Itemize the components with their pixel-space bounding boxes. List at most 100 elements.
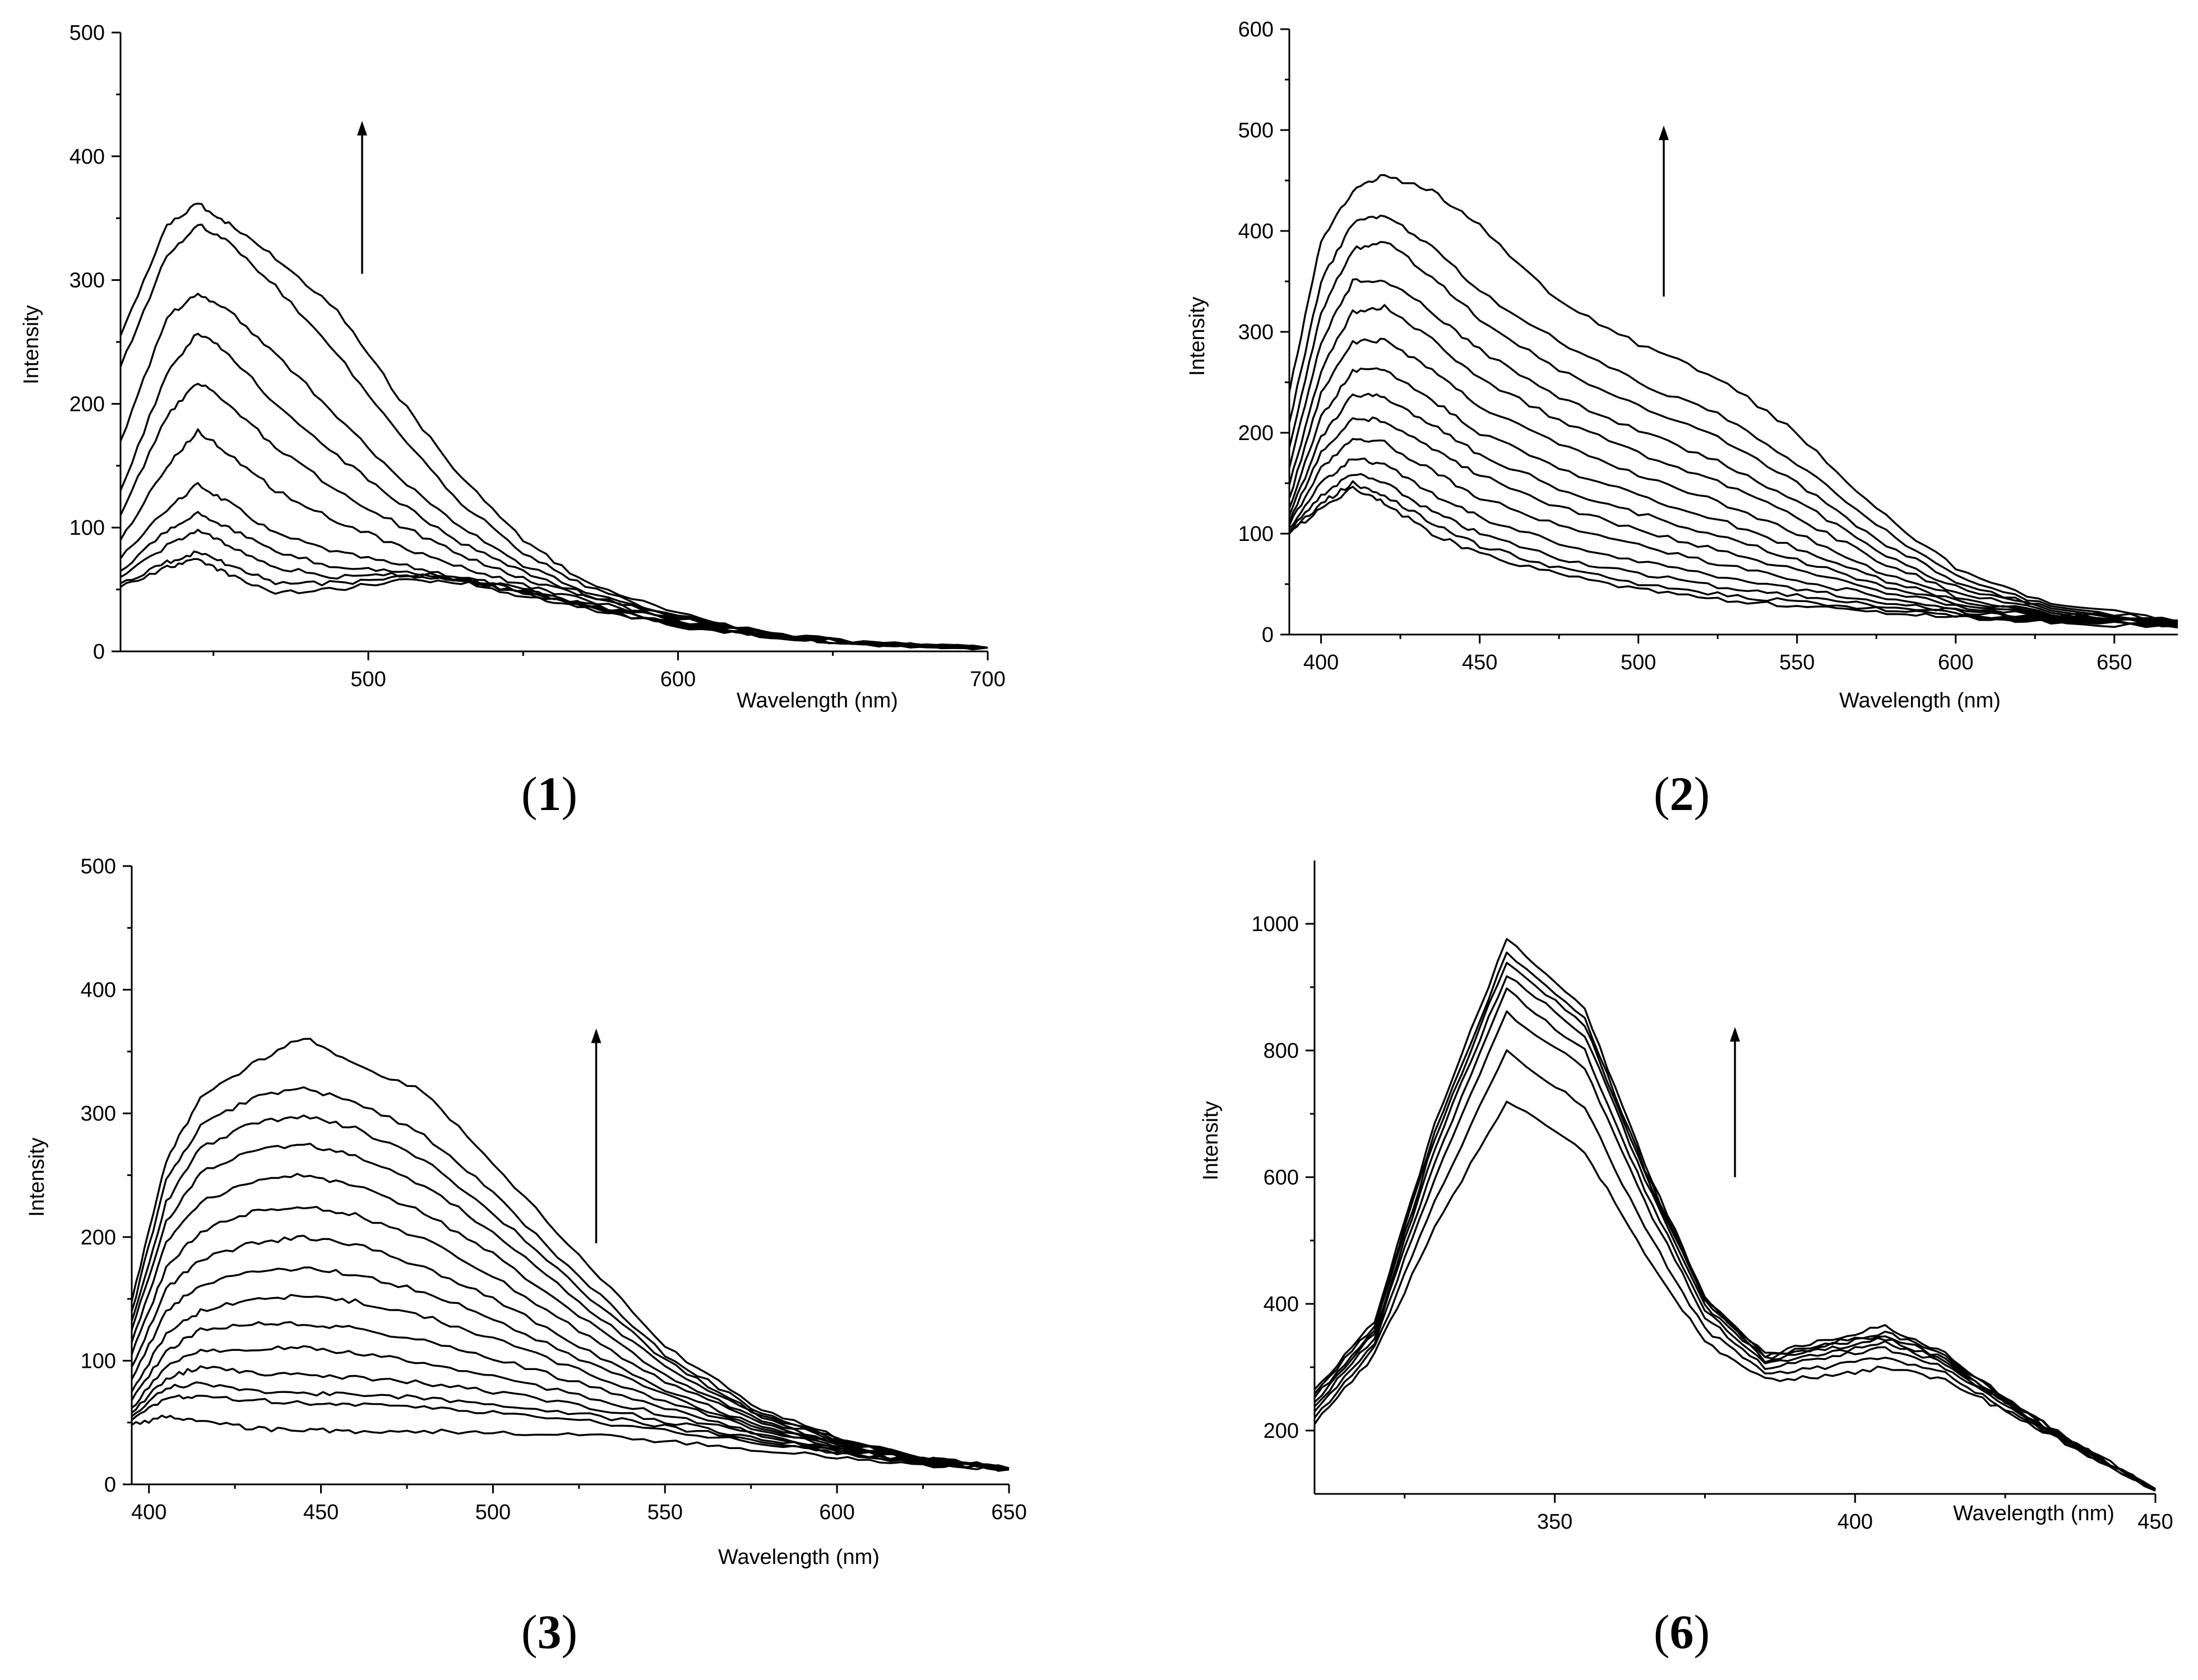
panel-3-y-tick-label: 200 — [81, 1226, 116, 1249]
panel-6-caption-open-paren: ( — [1654, 1605, 1670, 1659]
panel-2-ticks: 0 100 200 300 400 500 600 400 450 500 550 600 650 — [1238, 18, 2132, 674]
panel-6-arrow-head — [1730, 1027, 1740, 1042]
panel-3-x-tick-label: 400 — [131, 1501, 166, 1524]
panel-2-caption: (2) — [1654, 767, 1710, 821]
panel-3-curve-13 — [131, 1114, 1010, 1469]
panel-1-caption-number: 1 — [538, 767, 562, 821]
panel-2-y-axis-label: Intensity — [1186, 297, 1209, 376]
panel-2-curve-12 — [1288, 240, 2178, 623]
panel-6-y-tick-label: 1000 — [1251, 913, 1299, 936]
panel-6-curve-7 — [1313, 951, 2156, 1490]
panel-1-curve-8 — [119, 332, 988, 649]
panel-2-x-tick-label: 450 — [1462, 651, 1497, 674]
panel-6-curve-1 — [1313, 1100, 2156, 1492]
panel-2-x-tick-label: 650 — [2097, 651, 2132, 674]
panel-2-chart: 0 100 200 300 400 500 600 400 450 500 550 600 650 Wa… — [1186, 18, 2178, 821]
panel-1-curve-7 — [119, 382, 988, 651]
panel-3-curve-3 — [131, 1381, 1010, 1471]
panel-2-curve-10 — [1288, 304, 2178, 624]
panel-3-curve-2 — [131, 1394, 1010, 1471]
panel-3-y-axis-label: Intensity — [25, 1137, 49, 1217]
panel-1-chart: 0 100 200 300 400 500 500 600 700 Wavelength (nm… — [20, 21, 1006, 821]
panel-2-curve-3 — [1288, 473, 2178, 628]
panel-1-y-tick-label: 400 — [70, 145, 105, 169]
panel-2-curve-13 — [1288, 214, 2178, 623]
panel-6-y-tick-label: 400 — [1264, 1293, 1299, 1316]
panel-3-caption-number: 3 — [538, 1605, 562, 1659]
panel-1-x-tick-label: 700 — [970, 668, 1005, 691]
panel-6-curve-5 — [1313, 975, 2156, 1491]
panel-2-caption-number: 2 — [1670, 767, 1694, 821]
panel-3-increase-arrow — [591, 1028, 601, 1243]
panel-1-y-tick-label: 200 — [70, 392, 105, 416]
panel-1-y-tick-label: 0 — [93, 640, 105, 664]
panel-2-y-tick-label: 0 — [1262, 623, 1274, 647]
panel-6-ticks: 200 400 600 800 1000 350 400 450 — [1251, 913, 2173, 1534]
panel-1-curve-4 — [120, 511, 988, 649]
panel-1-y-tick-label: 100 — [70, 516, 105, 540]
panel-1-curve-1 — [120, 558, 988, 649]
panel-6-x-tick-label: 400 — [1838, 1510, 1873, 1534]
panel-6-y-tick-label: 200 — [1264, 1419, 1299, 1443]
panel-2-curve-4 — [1288, 457, 2178, 627]
panel-3-curve-15 — [131, 1038, 1010, 1469]
panel-2-curve-9 — [1288, 337, 2178, 624]
panel-2-y-tick-label: 100 — [1238, 522, 1274, 546]
panel-2-y-tick-label: 600 — [1238, 18, 1274, 41]
panel-1-curve-3 — [120, 529, 988, 649]
panel-2-y-tick-label: 200 — [1238, 422, 1274, 445]
panel-2-y-tick-label: 400 — [1238, 220, 1274, 243]
panel-1-caption: (1) — [521, 767, 577, 821]
panel-3-curve-8 — [131, 1266, 1010, 1469]
panel-1-ticks: 0 100 200 300 400 500 500 600 700 — [70, 21, 1006, 691]
panel-2-curve-11 — [1288, 278, 2178, 624]
panel-6-y-axis-label: Intensity — [1199, 1101, 1223, 1181]
panel-3-x-tick-label: 450 — [303, 1501, 339, 1524]
panel-3-curve-6 — [131, 1321, 1010, 1469]
panel-1-caption-close-paren: ) — [562, 767, 578, 821]
panel-2-x-tick-label: 550 — [1779, 651, 1815, 674]
panel-3-x-tick-label: 500 — [475, 1501, 511, 1524]
panel-6-curve-3 — [1313, 1010, 2156, 1491]
panel-2-curve-6 — [1288, 416, 2178, 626]
panel-2-caption-close-paren: ) — [1694, 767, 1710, 821]
panel-3-arrow-head — [591, 1028, 601, 1043]
panel-2-curve-7 — [1288, 392, 2178, 626]
panel-2-curve-8 — [1288, 367, 2178, 624]
panel-2-x-tick-label: 500 — [1621, 651, 1656, 674]
panel-1-curve-11 — [119, 202, 988, 650]
panel-3-y-tick-label: 100 — [81, 1349, 116, 1373]
panel-3-curve-1 — [131, 1414, 1010, 1472]
panel-1-caption-open-paren: ( — [521, 767, 538, 821]
panel-6-series — [1313, 938, 2156, 1492]
panel-1-curve-5 — [119, 482, 988, 650]
panel-2-x-tick-label: 400 — [1303, 651, 1339, 674]
panel-2-y-tick-label: 500 — [1238, 119, 1274, 142]
panel-6-curve-2 — [1313, 1049, 2156, 1492]
panel-3-caption-open-paren: ( — [521, 1605, 538, 1659]
panel-6-x-axis-label: Wavelength (nm) — [1953, 1502, 2114, 1525]
panel-6-y-tick-label: 800 — [1264, 1039, 1299, 1063]
panel-6-x-tick-label: 450 — [2137, 1510, 2173, 1534]
panel-2-arrow-head — [1658, 126, 1669, 140]
panel-2-curve-5 — [1288, 438, 2178, 628]
panel-1-series — [119, 202, 988, 651]
panel-6-caption-number: 6 — [1670, 1605, 1694, 1659]
panel-6-increase-arrow — [1730, 1027, 1740, 1177]
panel-1-curve-9 — [119, 293, 988, 650]
panel-3-y-tick-label: 400 — [81, 979, 116, 1002]
panel-3-x-axis-label: Wavelength (nm) — [718, 1545, 880, 1569]
panel-1-arrow-head — [357, 121, 367, 136]
panel-3-y-tick-label: 0 — [104, 1473, 116, 1497]
panel-6-x-tick-label: 350 — [1537, 1510, 1572, 1534]
panel-1-curve-10 — [119, 223, 988, 649]
panel-2-increase-arrow — [1658, 126, 1669, 297]
panel-3-series — [131, 1038, 1010, 1472]
panel-6-caption-close-paren: ) — [1694, 1605, 1710, 1659]
panel-1-x-tick-label: 600 — [660, 668, 696, 691]
panel-3-caption: (3) — [521, 1605, 577, 1659]
panel-3-curve-12 — [131, 1142, 1010, 1470]
panel-3-caption-close-paren: ) — [562, 1605, 578, 1659]
panel-3-y-tick-label: 300 — [81, 1102, 116, 1126]
